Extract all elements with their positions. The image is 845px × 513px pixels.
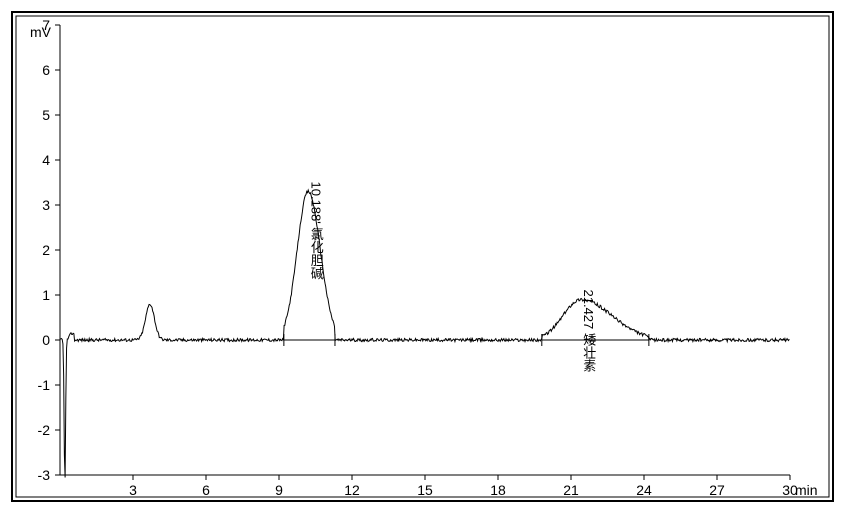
chromatogram-chart: -3-2-101234567mV36912151821242730min10.1… <box>10 10 835 503</box>
svg-text:9: 9 <box>275 482 283 498</box>
svg-text:0: 0 <box>42 332 50 348</box>
svg-text:6: 6 <box>202 482 210 498</box>
svg-text:4: 4 <box>42 152 50 168</box>
svg-text:2: 2 <box>42 242 50 258</box>
chart-svg: -3-2-101234567mV36912151821242730min10.1… <box>10 10 835 503</box>
y-axis-unit: mV <box>30 24 52 40</box>
peak-label-1: 21.427 矮壮素 <box>581 290 596 373</box>
svg-text:5: 5 <box>42 107 50 123</box>
chromatogram-trace <box>60 190 789 477</box>
svg-text:-3: -3 <box>38 467 51 483</box>
svg-text:3: 3 <box>42 197 50 213</box>
peak-label-0: 10.188' 氯化胆碱 <box>309 182 324 280</box>
svg-text:6: 6 <box>42 62 50 78</box>
svg-text:24: 24 <box>636 482 652 498</box>
svg-text:27: 27 <box>709 482 725 498</box>
svg-text:-2: -2 <box>38 422 51 438</box>
x-axis-unit: min <box>795 482 818 498</box>
svg-text:21: 21 <box>563 482 579 498</box>
svg-text:-1: -1 <box>38 377 51 393</box>
svg-text:3: 3 <box>129 482 137 498</box>
svg-text:1: 1 <box>42 287 50 303</box>
svg-text:15: 15 <box>417 482 433 498</box>
svg-text:12: 12 <box>344 482 360 498</box>
svg-text:18: 18 <box>490 482 506 498</box>
